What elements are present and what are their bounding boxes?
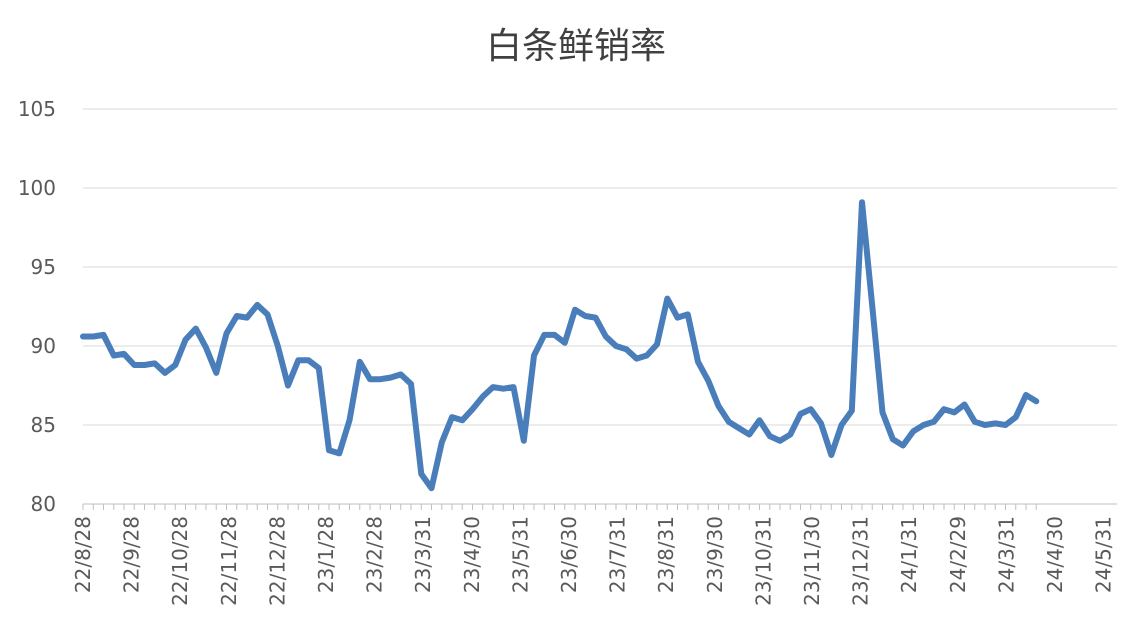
x-tick-label: 22/12/28	[265, 516, 289, 606]
y-tick-label: 85	[31, 413, 56, 437]
x-tick-label: 23/5/31	[508, 516, 532, 593]
series-line	[80, 199, 1040, 492]
x-tick-label: 23/2/28	[363, 516, 387, 593]
x-tick-label: 23/4/30	[460, 516, 484, 593]
y-tick-label: 90	[31, 334, 56, 358]
x-tick-label: 22/8/28	[71, 516, 95, 593]
x-tick-label: 22/11/28	[217, 516, 241, 606]
x-tick-label: 23/9/30	[703, 516, 727, 593]
x-tick-label: 23/11/30	[800, 516, 824, 606]
x-tick-label: 23/8/31	[654, 516, 678, 593]
x-axis: 22/8/28 22/9/28 22/10/28 22/11/28 22/12/28 23…	[71, 503, 1117, 606]
x-tick-label: 22/9/28	[120, 516, 144, 593]
x-tick-label: 23/7/31	[606, 516, 630, 593]
x-tick-label: 23/10/31	[751, 516, 775, 606]
x-tick-label: 22/10/28	[168, 516, 192, 606]
x-tick-label: 23/12/31	[849, 516, 873, 606]
x-tick-label: 23/1/28	[314, 516, 338, 593]
x-tick-label: 24/4/30	[1043, 516, 1067, 593]
x-tick-label: 24/5/31	[1092, 516, 1116, 593]
y-axis: 80 85 90 95 100 105	[18, 97, 56, 516]
x-tick-label: 23/3/31	[411, 516, 435, 593]
x-tick-label: 24/1/31	[897, 516, 921, 593]
y-tick-label: 80	[31, 492, 56, 516]
x-tick-label: 24/2/29	[946, 516, 970, 593]
x-tick-label: 23/6/30	[557, 516, 581, 593]
y-tick-label: 95	[31, 255, 56, 279]
series-group	[80, 199, 1040, 492]
chart-title: 白条鲜销率	[486, 26, 666, 67]
y-tick-label: 105	[18, 97, 56, 121]
y-tick-label: 100	[18, 176, 56, 200]
x-tick-label: 24/3/31	[994, 516, 1018, 593]
grid	[83, 108, 1117, 426]
